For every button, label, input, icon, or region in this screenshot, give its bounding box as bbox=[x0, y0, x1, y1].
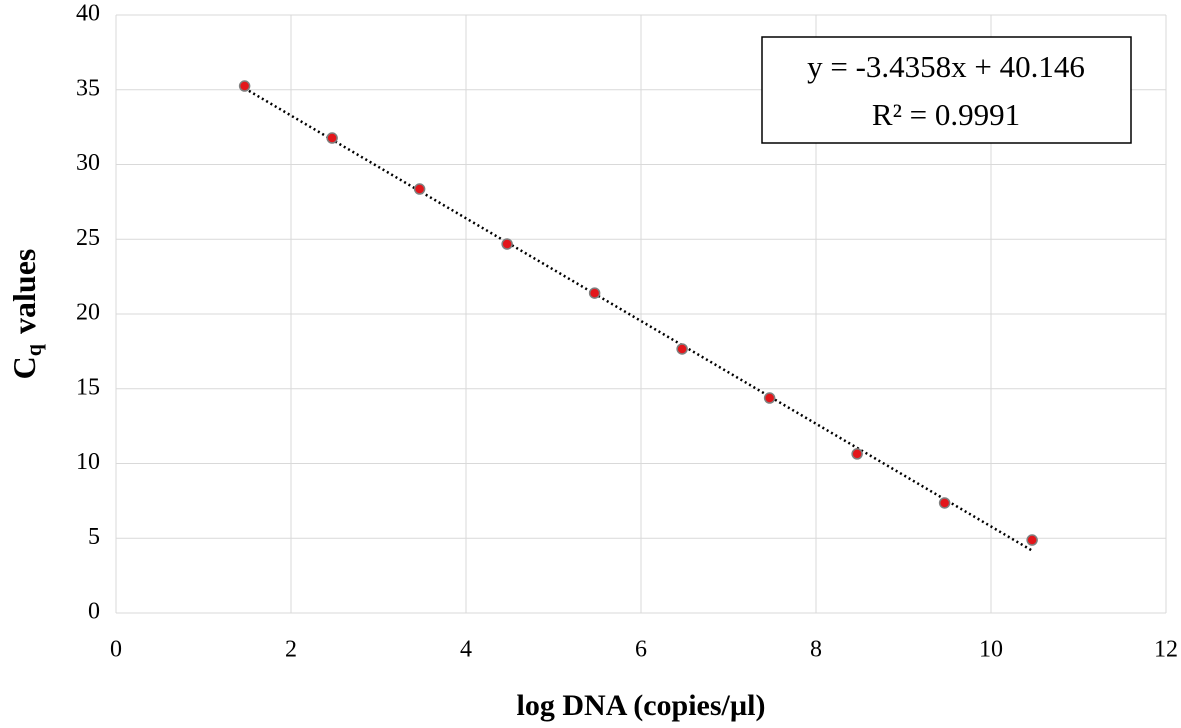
x-tick-label: 12 bbox=[1154, 637, 1178, 663]
y-tick-label: 15 bbox=[76, 374, 100, 400]
y-tick-label: 35 bbox=[76, 75, 100, 101]
data-point bbox=[1026, 534, 1038, 546]
x-axis-label: log DNA (copies/µl) bbox=[517, 689, 766, 722]
y-tick-label: 0 bbox=[88, 599, 100, 625]
data-point bbox=[763, 392, 776, 404]
data-point bbox=[588, 287, 601, 299]
x-tick-label: 0 bbox=[110, 637, 122, 663]
x-tick-label: 8 bbox=[810, 637, 822, 663]
x-tick-label: 6 bbox=[635, 637, 647, 663]
x-tick-label: 4 bbox=[460, 637, 472, 663]
y-tick-label: 20 bbox=[76, 300, 100, 326]
y-tick-label: 10 bbox=[76, 449, 100, 475]
trendline bbox=[243, 87, 1033, 552]
y-axis-label: Cq values bbox=[6, 249, 46, 380]
data-point bbox=[413, 183, 426, 195]
data-point bbox=[501, 238, 513, 250]
y-label-text: values bbox=[6, 249, 42, 334]
y-label-symbol: C bbox=[6, 356, 42, 379]
data-point bbox=[238, 80, 251, 92]
data-point bbox=[938, 497, 951, 509]
y-tick-label: 40 bbox=[76, 1, 100, 27]
r-squared: R² = 0.9991 bbox=[872, 97, 1020, 132]
y-tick-label: 5 bbox=[88, 524, 100, 550]
y-tick-label: 30 bbox=[76, 150, 100, 176]
equation-box bbox=[761, 36, 1132, 144]
equation: y = -3.4358x + 40.146 bbox=[807, 49, 1085, 84]
y-label-subscript: q bbox=[21, 343, 46, 356]
x-tick-label: 10 bbox=[979, 637, 1003, 663]
y-tick-label: 25 bbox=[76, 225, 100, 251]
data-point bbox=[676, 343, 688, 355]
data-point bbox=[326, 132, 338, 144]
x-tick-label: 2 bbox=[285, 637, 297, 663]
data-point bbox=[851, 448, 863, 460]
